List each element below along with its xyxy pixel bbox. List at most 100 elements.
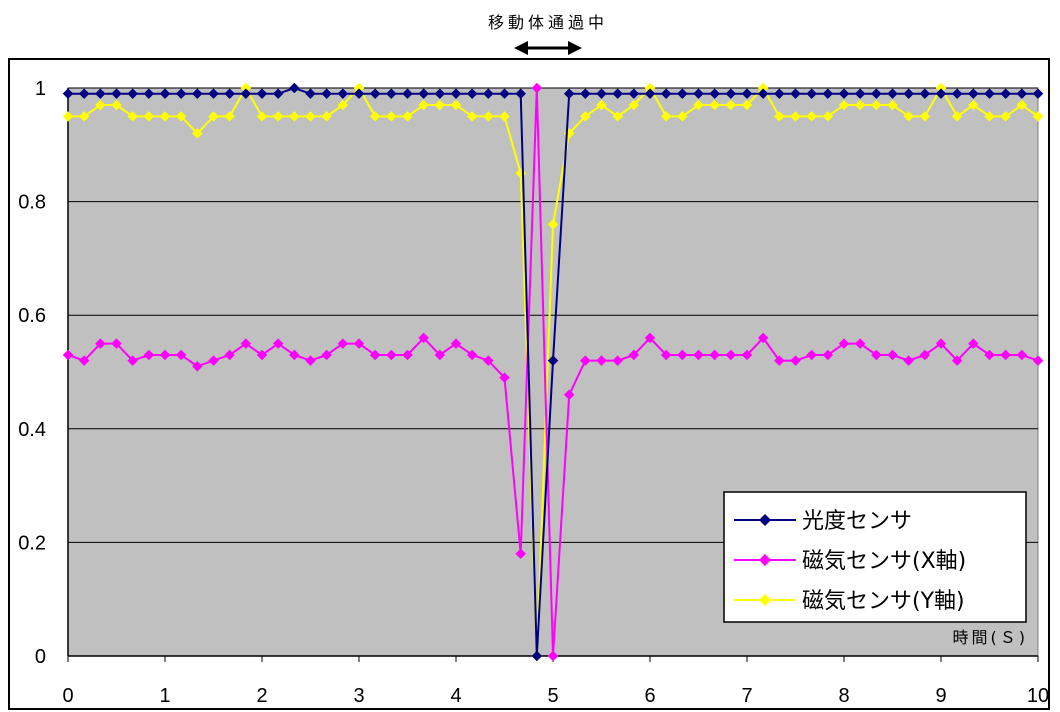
- data-point: [887, 88, 898, 100]
- data-point: [337, 338, 349, 349]
- data-point: [515, 548, 527, 560]
- data-point: [240, 88, 252, 100]
- data-point: [660, 88, 672, 100]
- data-point: [838, 99, 850, 111]
- data-point: [967, 99, 979, 111]
- data-point: [984, 88, 995, 100]
- data-point: [191, 88, 203, 100]
- series-layer: [62, 82, 1044, 662]
- data-point: [1000, 111, 1012, 122]
- data-point: [531, 82, 543, 94]
- data-point: [402, 349, 413, 361]
- data-point: [499, 372, 510, 384]
- data-point: [628, 99, 640, 111]
- legend-label: 磁気センサ(Y軸): [802, 589, 965, 614]
- x-tick-label: 4: [450, 685, 461, 707]
- data-point: [887, 349, 898, 361]
- data-point: [822, 111, 834, 122]
- legend-label: 磁気センサ(X軸): [802, 549, 966, 574]
- data-point: [385, 88, 397, 100]
- y-tick-label: 1: [35, 78, 46, 100]
- data-point: [191, 128, 203, 139]
- data-point: [78, 111, 90, 122]
- data-point: [62, 349, 74, 361]
- data-point: [773, 111, 785, 122]
- legend-item: 磁気センサ(X軸): [734, 549, 966, 574]
- data-point: [757, 332, 769, 344]
- data-point: [466, 111, 478, 122]
- data-point: [111, 338, 122, 349]
- y-tick-label: 0.2: [18, 532, 46, 554]
- data-point: [563, 88, 575, 100]
- data-point: [741, 88, 753, 100]
- data-point: [579, 88, 591, 100]
- data-point: [402, 111, 413, 122]
- data-point: [385, 349, 397, 361]
- data-point: [482, 88, 494, 100]
- data-point: [806, 88, 818, 100]
- data-point: [272, 111, 284, 122]
- gridlines: [68, 87, 1038, 543]
- data-point: [903, 355, 915, 366]
- series-0: [62, 82, 1044, 662]
- data-point: [321, 88, 333, 100]
- data-point: [191, 360, 203, 372]
- data-point: [1032, 88, 1044, 100]
- data-point: [709, 88, 721, 100]
- data-point: [385, 111, 397, 122]
- data-point: [660, 111, 672, 122]
- series-1: [62, 82, 1044, 662]
- data-point: [337, 99, 349, 111]
- data-point: [1016, 99, 1028, 111]
- data-point: [143, 111, 155, 122]
- data-point: [256, 349, 268, 361]
- data-point: [531, 650, 543, 662]
- data-point: [628, 88, 640, 100]
- data-point: [854, 99, 866, 111]
- data-point: [725, 349, 737, 361]
- data-point: [741, 99, 753, 111]
- data-point: [1032, 355, 1044, 366]
- data-point: [224, 111, 236, 122]
- data-point: [305, 355, 316, 366]
- data-point: [919, 111, 931, 122]
- data-point: [870, 349, 882, 361]
- data-point: [806, 111, 818, 122]
- x-tick-label: 1: [159, 685, 170, 707]
- data-point: [773, 355, 785, 366]
- data-point: [903, 88, 915, 100]
- data-point: [951, 111, 963, 122]
- data-point: [790, 88, 801, 100]
- double-arrow-icon: [514, 41, 582, 55]
- x-tick-label: 7: [741, 685, 752, 707]
- data-point: [418, 99, 430, 111]
- data-point: [951, 88, 963, 100]
- data-point: [353, 338, 365, 349]
- data-point: [369, 349, 381, 361]
- legend-swatch-marker: [759, 594, 771, 606]
- data-point: [224, 349, 236, 361]
- data-point: [1000, 349, 1012, 361]
- data-point: [450, 99, 462, 111]
- data-point: [159, 349, 171, 361]
- data-point: [547, 355, 559, 366]
- data-point: [563, 389, 575, 401]
- data-point: [822, 349, 834, 361]
- data-point: [773, 88, 785, 100]
- data-point: [208, 111, 219, 122]
- data-point: [693, 349, 704, 361]
- data-point: [984, 349, 995, 361]
- data-point: [127, 355, 139, 366]
- data-point: [127, 88, 139, 100]
- data-point: [499, 88, 510, 100]
- x-tick-label: 3: [353, 685, 364, 707]
- data-point: [159, 111, 171, 122]
- data-point: [288, 82, 300, 94]
- y-tick-label: 0: [35, 646, 46, 668]
- data-point: [935, 338, 947, 349]
- data-point: [175, 349, 187, 361]
- data-point: [919, 88, 931, 100]
- data-point: [111, 99, 122, 111]
- data-point: [596, 99, 607, 111]
- data-point: [466, 88, 478, 100]
